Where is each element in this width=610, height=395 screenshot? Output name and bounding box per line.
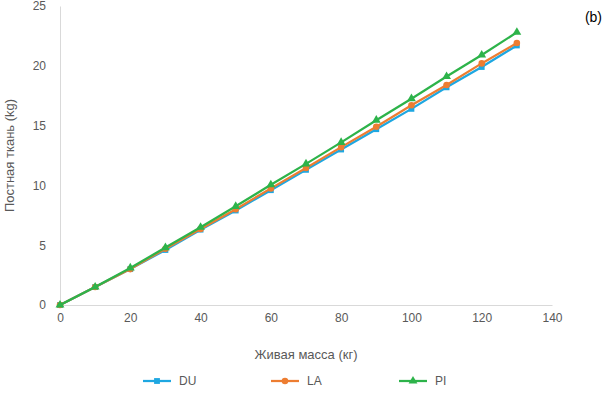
series-group <box>56 27 522 308</box>
marker <box>443 82 450 89</box>
tick: 5 <box>39 239 60 253</box>
tick: 120 <box>472 305 492 325</box>
tick: 20 <box>33 59 60 73</box>
marker <box>302 159 311 167</box>
marker <box>512 27 521 35</box>
tick-label: 25 <box>33 0 47 13</box>
y-axis: 0 5 10 15 20 25 <box>33 0 61 312</box>
tick-label: 0 <box>39 298 46 312</box>
x-axis-title: Живая масса (кг) <box>254 347 357 362</box>
tick-label: 100 <box>402 311 422 325</box>
tick-label: 20 <box>33 59 47 73</box>
y-axis-title: Постная ткань (kg) <box>2 99 17 212</box>
marker <box>442 71 451 79</box>
tick: 10 <box>33 179 60 193</box>
marker <box>91 282 100 290</box>
tick-label: 140 <box>542 311 562 325</box>
legend-label: LA <box>307 374 322 388</box>
legend-marker <box>154 378 160 384</box>
legend-item: PI <box>399 374 446 388</box>
plot-area: 0 20 40 60 80 100 120 140 0 5 10 15 20 25 <box>33 0 563 325</box>
marker <box>56 300 65 308</box>
marker <box>407 94 416 102</box>
annotation: (b) <box>585 9 602 25</box>
tick-label: 60 <box>265 311 279 325</box>
tick-label: 10 <box>33 179 47 193</box>
axis-line <box>60 7 61 306</box>
tick: 140 <box>542 305 562 325</box>
axis-line <box>61 305 553 306</box>
tick: 15 <box>33 119 60 133</box>
legend-item: DU <box>143 374 196 388</box>
marker <box>337 137 346 145</box>
series-line <box>60 32 517 305</box>
marker <box>231 201 240 209</box>
tick-label: 120 <box>472 311 492 325</box>
legend-label: PI <box>435 374 446 388</box>
tick: 40 <box>194 305 208 325</box>
x-axis: 0 20 40 60 80 100 120 140 <box>57 305 563 325</box>
tick: 80 <box>335 305 349 325</box>
tick-label: 0 <box>57 311 64 325</box>
tick-label: 80 <box>335 311 349 325</box>
marker <box>161 242 170 250</box>
tick-label: 15 <box>33 119 47 133</box>
marker <box>196 222 205 230</box>
legend-marker <box>409 376 418 384</box>
legend: DU LA PI <box>143 374 446 388</box>
marker <box>477 50 486 58</box>
marker <box>126 263 135 271</box>
legend-label: DU <box>179 374 196 388</box>
tick: 25 <box>33 0 60 13</box>
chart: 0 20 40 60 80 100 120 140 0 5 10 15 20 25 Живая масса … <box>0 0 610 395</box>
legend-item: LA <box>271 374 322 388</box>
marker <box>478 60 485 67</box>
tick-label: 5 <box>39 239 46 253</box>
tick: 20 <box>124 305 138 325</box>
marker <box>373 124 380 131</box>
tick-label: 40 <box>194 311 208 325</box>
series-markers <box>56 27 522 307</box>
marker <box>372 115 381 123</box>
tick: 100 <box>402 305 422 325</box>
marker <box>408 102 415 109</box>
marker <box>514 40 521 47</box>
legend-marker <box>282 378 289 385</box>
tick-label: 20 <box>124 311 138 325</box>
marker <box>266 180 275 188</box>
tick: 60 <box>265 305 279 325</box>
